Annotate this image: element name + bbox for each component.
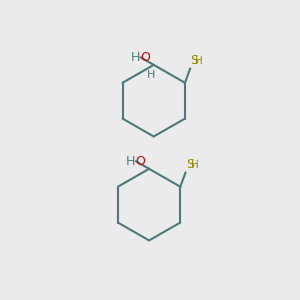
Text: H: H	[131, 51, 140, 64]
Text: O: O	[140, 51, 150, 64]
Text: H: H	[190, 160, 198, 170]
Text: H: H	[195, 56, 203, 66]
Text: H: H	[126, 155, 136, 168]
Text: H: H	[147, 70, 155, 80]
Text: O: O	[136, 155, 146, 168]
Text: S: S	[186, 158, 194, 171]
Text: S: S	[190, 54, 199, 67]
